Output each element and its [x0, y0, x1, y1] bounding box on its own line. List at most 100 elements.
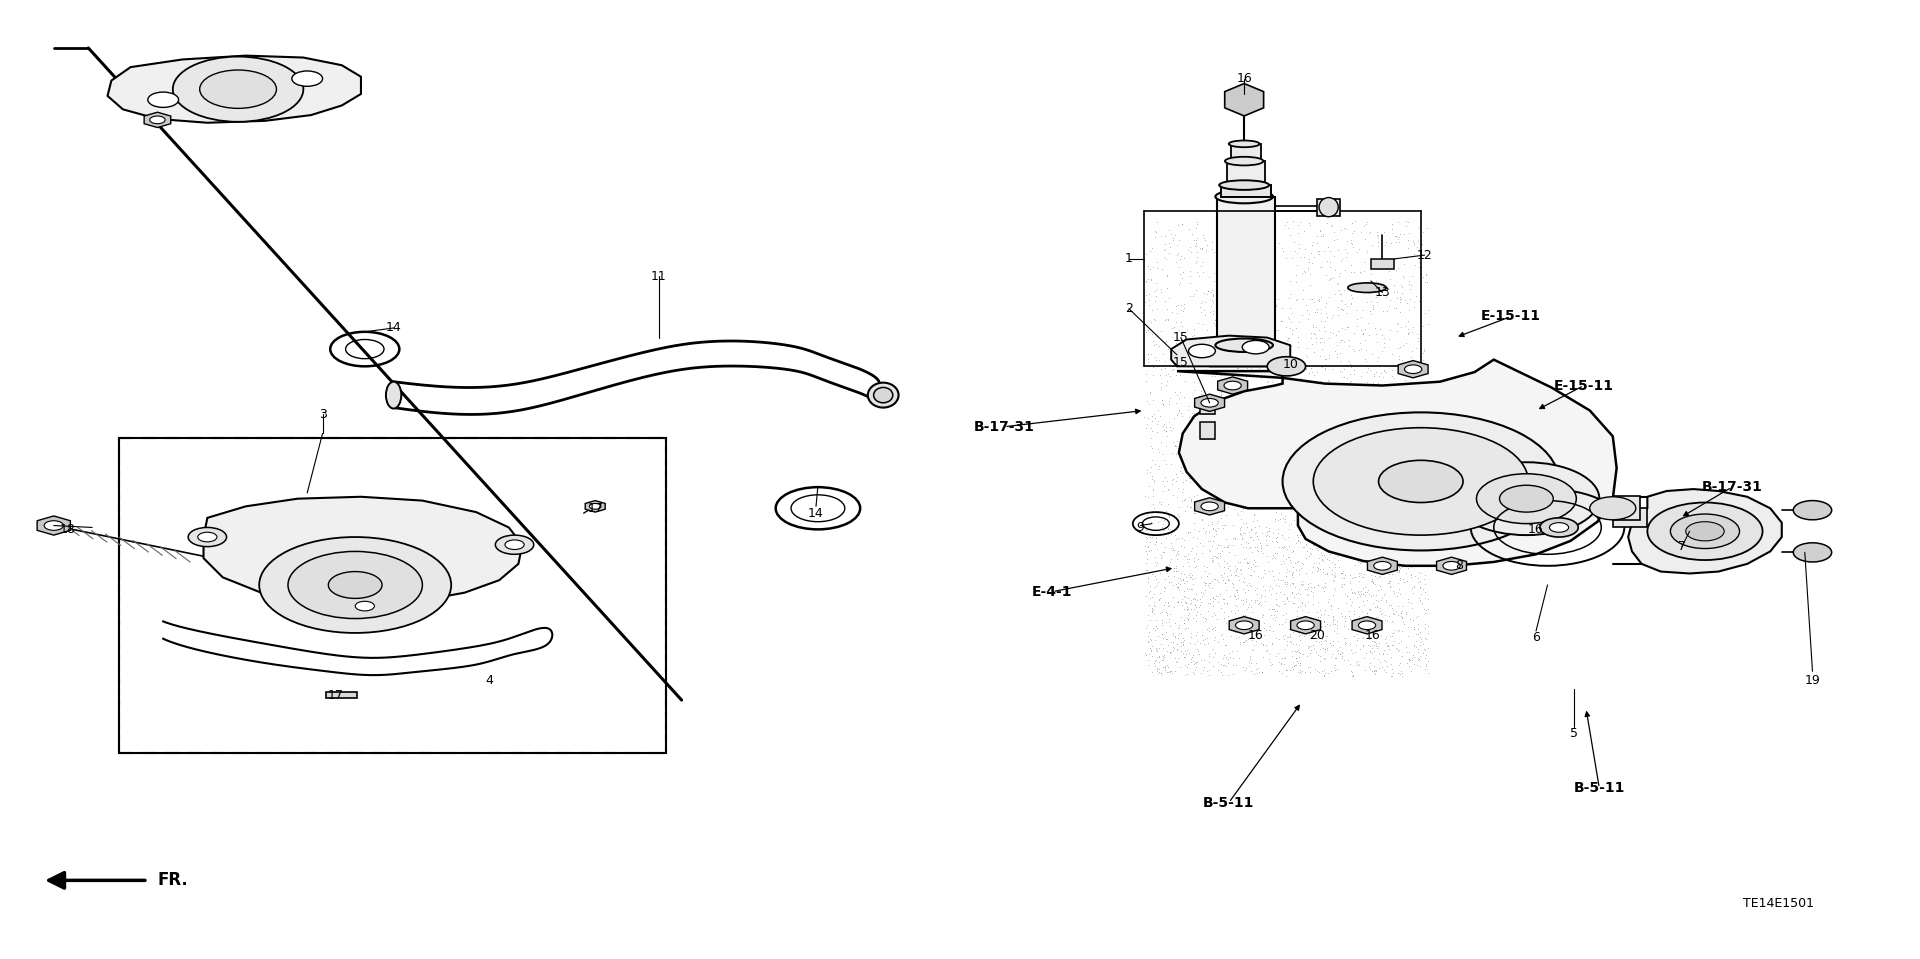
- Point: [1275, 552, 1306, 568]
- Point: [1137, 529, 1167, 545]
- Point: [1361, 559, 1392, 574]
- Point: [1386, 550, 1417, 565]
- Point: [1131, 521, 1162, 536]
- Point: [1242, 660, 1273, 675]
- Point: [1175, 601, 1206, 617]
- Point: [1229, 337, 1260, 352]
- Point: [1231, 218, 1261, 233]
- Point: [1325, 548, 1356, 563]
- Point: [1202, 515, 1233, 530]
- Point: [1311, 419, 1342, 434]
- Text: 15: 15: [1173, 356, 1188, 369]
- Point: [1302, 622, 1332, 638]
- Point: [1405, 507, 1436, 523]
- Point: [1271, 568, 1302, 583]
- Point: [1371, 635, 1402, 650]
- Point: [1273, 215, 1304, 230]
- Point: [1204, 537, 1235, 552]
- Point: [1271, 447, 1302, 462]
- Point: [1250, 622, 1281, 638]
- Point: [1321, 614, 1352, 629]
- Point: [1382, 384, 1413, 399]
- Point: [1336, 453, 1367, 468]
- Point: [1219, 390, 1250, 406]
- Point: [1371, 595, 1402, 610]
- Point: [1156, 664, 1187, 679]
- Point: [1317, 610, 1348, 625]
- Point: [1294, 306, 1325, 321]
- Point: [1188, 609, 1219, 624]
- Point: [1231, 593, 1261, 608]
- Point: [1188, 575, 1219, 591]
- Point: [1356, 293, 1386, 309]
- Point: [1334, 620, 1365, 636]
- Point: [1150, 241, 1181, 256]
- Point: [1367, 535, 1398, 550]
- Point: [1154, 615, 1185, 630]
- Point: [1142, 441, 1173, 456]
- Point: [1263, 654, 1294, 669]
- Point: [1311, 628, 1342, 643]
- Point: [1158, 542, 1188, 557]
- Point: [1325, 345, 1356, 361]
- Point: [1411, 647, 1442, 663]
- Point: [1356, 630, 1386, 645]
- Point: [1400, 638, 1430, 653]
- Point: [1317, 554, 1348, 570]
- Point: [1277, 448, 1308, 463]
- Point: [1144, 592, 1175, 607]
- Point: [1304, 609, 1334, 624]
- Point: [1308, 406, 1338, 421]
- Point: [1140, 659, 1171, 674]
- Polygon shape: [144, 112, 171, 128]
- Point: [1162, 480, 1192, 496]
- Point: [1400, 408, 1430, 423]
- Point: [1329, 221, 1359, 236]
- Point: [1173, 568, 1204, 583]
- Point: [1294, 426, 1325, 441]
- Point: [1306, 373, 1336, 388]
- Point: [1304, 664, 1334, 679]
- Point: [1177, 529, 1208, 545]
- Point: [1183, 593, 1213, 608]
- Point: [1404, 573, 1434, 588]
- Point: [1371, 548, 1402, 563]
- Point: [1334, 459, 1365, 475]
- Circle shape: [1357, 621, 1375, 630]
- Point: [1402, 489, 1432, 504]
- Point: [1290, 566, 1321, 581]
- Point: [1332, 471, 1363, 486]
- Point: [1302, 577, 1332, 593]
- Point: [1165, 354, 1196, 369]
- Point: [1229, 571, 1260, 586]
- Point: [1269, 555, 1300, 571]
- Point: [1187, 258, 1217, 273]
- Point: [1300, 618, 1331, 633]
- Point: [1267, 553, 1298, 569]
- Point: [1344, 336, 1375, 351]
- Point: [1309, 440, 1340, 456]
- Point: [1139, 497, 1169, 512]
- Point: [1221, 267, 1252, 282]
- Point: [1296, 546, 1327, 561]
- Point: [1350, 243, 1380, 258]
- Point: [1363, 230, 1394, 246]
- Point: [1382, 584, 1413, 599]
- Point: [1231, 661, 1261, 676]
- Point: [1142, 505, 1173, 521]
- Point: [1356, 363, 1386, 378]
- Point: [1260, 603, 1290, 619]
- Point: [1177, 649, 1208, 665]
- Point: [1404, 506, 1434, 522]
- Point: [1382, 284, 1413, 299]
- Point: [1215, 342, 1246, 358]
- Point: [1261, 345, 1292, 361]
- Point: [1250, 276, 1281, 292]
- Point: [1173, 611, 1204, 626]
- Point: [1198, 590, 1229, 605]
- Point: [1137, 601, 1167, 617]
- Point: [1350, 428, 1380, 443]
- Point: [1311, 351, 1342, 366]
- Point: [1365, 582, 1396, 597]
- Point: [1171, 499, 1202, 514]
